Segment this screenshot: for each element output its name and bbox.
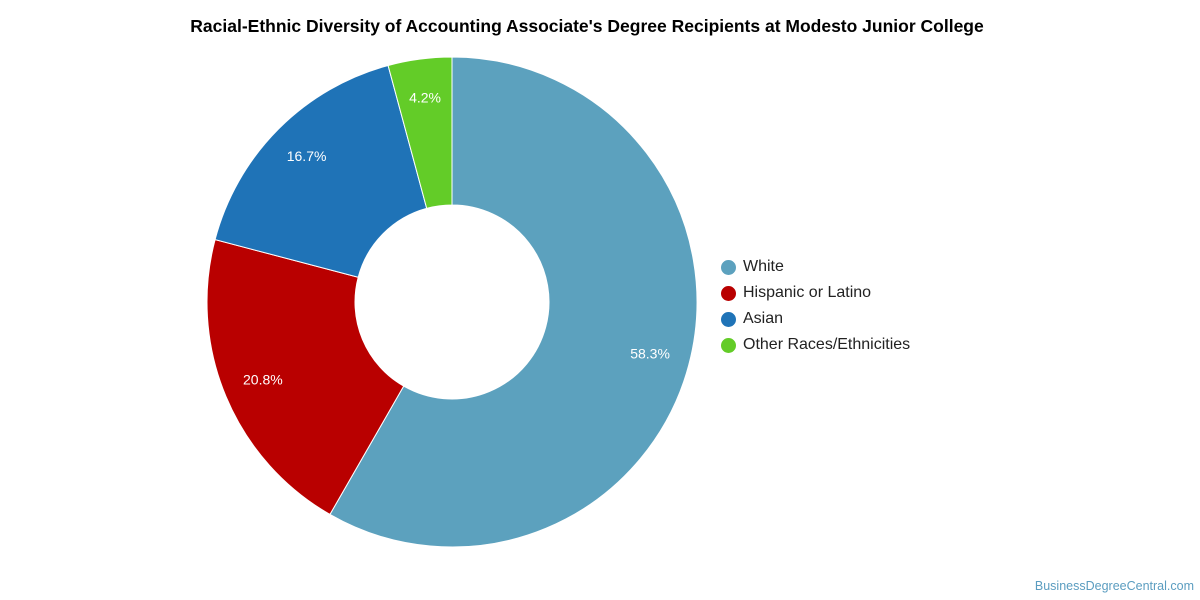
labels-group: 58.3% 20.8% 16.7% 4.2% [243, 89, 670, 387]
slice-hispanic-or-latino[interactable] [206, 238, 405, 516]
slices-group [206, 56, 698, 548]
legend-swatch [721, 337, 736, 353]
slice-other-races-ethnicities[interactable] [387, 56, 453, 209]
legend-label: Other Races/Ethnicities [743, 336, 911, 353]
slice-label-hispanic-or-latino: 20.8% [243, 372, 283, 388]
legend-item-white[interactable]: White [721, 254, 910, 280]
slice-label-white: 58.3% [630, 346, 670, 362]
chart-title: Racial-Ethnic Diversity of Accounting As… [190, 16, 984, 36]
slice-asian[interactable] [214, 64, 428, 278]
legend-label: White [743, 258, 784, 275]
legend-swatch [721, 285, 736, 301]
slice-label-other-races-ethnicities: 4.2% [409, 89, 441, 105]
legend: White Hispanic or Latino Asian Other Races/… [721, 254, 910, 358]
legend-item-hispanic-or-latino[interactable]: Hispanic or Latino [721, 280, 910, 306]
slice-label-asian: 16.7% [287, 148, 327, 164]
legend-swatch [721, 311, 736, 327]
slice-white[interactable] [329, 56, 698, 548]
legend-item-other-races-ethnicities[interactable]: Other Races/Ethnicities [721, 332, 910, 358]
legend-item-asian[interactable]: Asian [721, 306, 910, 332]
source-watermark[interactable]: BusinessDegreeCentral.com [1034, 579, 1194, 593]
legend-label: Asian [743, 310, 784, 327]
legend-swatch [721, 259, 736, 275]
legend-label: Hispanic or Latino [743, 284, 872, 301]
